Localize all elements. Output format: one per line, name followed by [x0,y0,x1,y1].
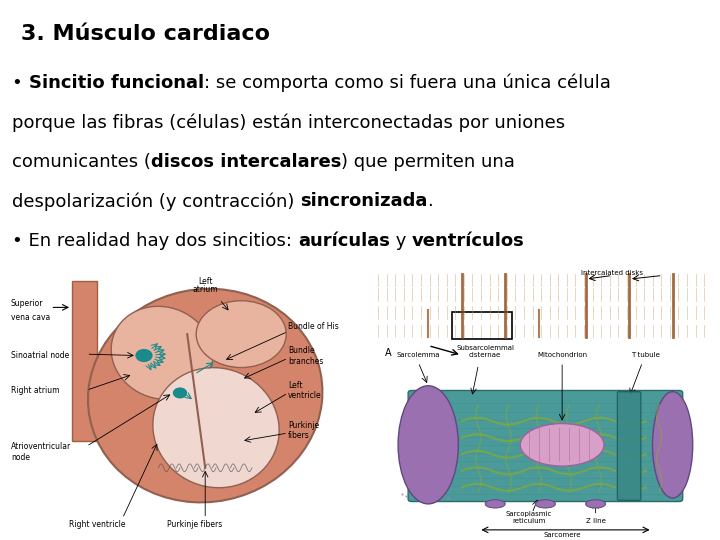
Ellipse shape [398,386,459,504]
Ellipse shape [652,392,693,498]
Text: Right atrium: Right atrium [11,386,59,395]
Text: T tubule: T tubule [631,353,660,359]
Text: : se comporta como si fuera una única célula: : se comporta como si fuera una única cé… [204,73,611,92]
Text: Sarcoplasmic
reticulum: Sarcoplasmic reticulum [505,511,552,524]
Text: discos intercalares: discos intercalares [151,152,341,171]
Text: Bundle: Bundle [288,346,315,355]
Ellipse shape [196,301,287,368]
Text: Subsarcolemmal
cisternae: Subsarcolemmal cisternae [456,346,514,359]
Text: fibers: fibers [288,431,310,441]
Text: aurículas: aurículas [298,232,390,249]
Ellipse shape [536,500,555,508]
Ellipse shape [88,289,323,502]
Text: Sinoatrial node: Sinoatrial node [11,351,69,360]
Text: Atrioventricular: Atrioventricular [11,442,71,451]
Ellipse shape [111,306,213,400]
Text: • En realidad hay dos sincitios:: • En realidad hay dos sincitios: [12,232,298,249]
Text: Sarcomere: Sarcomere [544,532,581,538]
Text: Right ventricle: Right ventricle [69,519,125,529]
Text: despolarización (y contracción): despolarización (y contracción) [12,192,300,211]
Text: Purkinje: Purkinje [288,421,319,430]
FancyBboxPatch shape [617,392,641,501]
Text: vena cava: vena cava [11,313,50,322]
Text: Mitochondrion: Mitochondrion [537,353,588,359]
Text: .: . [428,192,433,210]
Text: branches: branches [288,356,323,366]
Text: Left: Left [288,381,302,389]
Text: porque las fibras (células) están interconectadas por uniones: porque las fibras (células) están interc… [12,113,565,132]
Text: ventricle: ventricle [288,392,322,400]
Text: 3. Músculo cardiaco: 3. Músculo cardiaco [22,24,270,44]
Bar [451,312,512,339]
Text: Purkinje fibers: Purkinje fibers [167,519,222,529]
FancyBboxPatch shape [408,390,683,502]
Ellipse shape [585,500,606,508]
Text: ventrículos: ventrículos [412,232,525,249]
Ellipse shape [153,368,279,488]
Polygon shape [72,281,97,441]
Ellipse shape [485,500,505,508]
Text: Left: Left [198,277,212,286]
Text: Intercalated disks: Intercalated disks [581,271,644,276]
Text: ) que permiten una: ) que permiten una [341,152,516,171]
Text: •: • [12,73,29,92]
Text: y: y [390,232,412,249]
Text: A: A [384,348,392,358]
Circle shape [174,388,186,398]
Text: Sarcolemma: Sarcolemma [397,353,440,359]
Text: node: node [11,453,30,462]
Text: Sincitio funcional: Sincitio funcional [29,73,204,92]
Text: Bundle of His: Bundle of His [288,322,338,330]
Text: atrium: atrium [192,285,218,294]
Text: comunicantes (: comunicantes ( [12,152,151,171]
Text: sincronizada: sincronizada [300,192,428,210]
Text: Superior: Superior [11,299,43,308]
Ellipse shape [521,423,604,466]
Circle shape [136,349,152,361]
Text: Z line: Z line [585,518,606,524]
